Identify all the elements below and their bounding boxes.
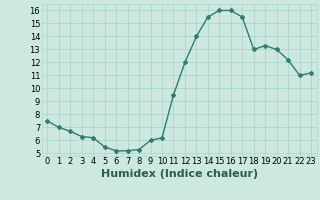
X-axis label: Humidex (Indice chaleur): Humidex (Indice chaleur) — [100, 169, 258, 179]
